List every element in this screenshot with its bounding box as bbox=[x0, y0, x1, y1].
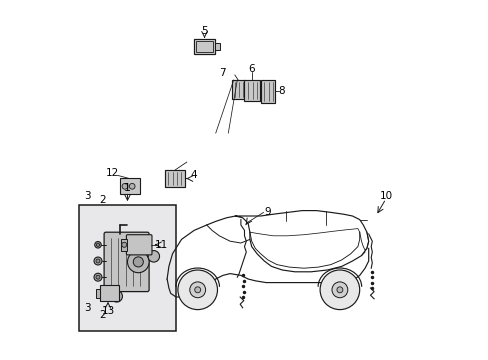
Bar bbox=[260, 80, 275, 103]
Bar bbox=[120, 178, 140, 194]
Circle shape bbox=[331, 282, 347, 298]
Text: 3: 3 bbox=[84, 303, 91, 313]
Circle shape bbox=[194, 287, 200, 293]
Bar bbox=[79, 205, 176, 331]
Text: 10: 10 bbox=[379, 191, 392, 201]
Text: 9: 9 bbox=[264, 207, 271, 217]
Circle shape bbox=[96, 259, 100, 263]
Circle shape bbox=[320, 270, 359, 310]
FancyBboxPatch shape bbox=[104, 232, 149, 292]
Bar bbox=[121, 239, 127, 251]
Bar bbox=[231, 80, 244, 99]
Text: 6: 6 bbox=[248, 64, 255, 74]
Text: 4: 4 bbox=[190, 170, 197, 180]
Bar bbox=[101, 285, 119, 301]
Circle shape bbox=[122, 183, 127, 189]
Text: 5: 5 bbox=[201, 26, 207, 36]
Bar bbox=[244, 80, 259, 101]
Text: 8: 8 bbox=[278, 86, 285, 96]
Circle shape bbox=[111, 291, 122, 302]
Bar bbox=[165, 170, 185, 187]
FancyBboxPatch shape bbox=[126, 235, 152, 255]
Bar bbox=[215, 43, 220, 50]
Circle shape bbox=[189, 282, 205, 298]
Text: 12: 12 bbox=[105, 168, 119, 178]
Text: 7: 7 bbox=[219, 68, 226, 78]
Text: 2: 2 bbox=[99, 195, 105, 205]
Circle shape bbox=[336, 287, 342, 293]
Bar bbox=[194, 39, 215, 54]
Bar bbox=[96, 288, 101, 298]
Circle shape bbox=[178, 270, 217, 310]
Text: 2: 2 bbox=[99, 310, 105, 320]
Bar bbox=[196, 41, 212, 52]
Circle shape bbox=[96, 243, 100, 246]
Circle shape bbox=[94, 257, 102, 265]
Circle shape bbox=[122, 242, 126, 247]
Circle shape bbox=[133, 257, 143, 267]
Circle shape bbox=[96, 275, 100, 279]
Text: 1: 1 bbox=[124, 183, 131, 193]
Text: 11: 11 bbox=[155, 240, 168, 250]
Circle shape bbox=[95, 242, 101, 248]
Circle shape bbox=[127, 251, 149, 273]
Text: 3: 3 bbox=[84, 191, 91, 201]
Circle shape bbox=[129, 183, 135, 189]
Circle shape bbox=[94, 273, 102, 281]
Text: 13: 13 bbox=[101, 306, 114, 316]
Circle shape bbox=[148, 251, 159, 262]
